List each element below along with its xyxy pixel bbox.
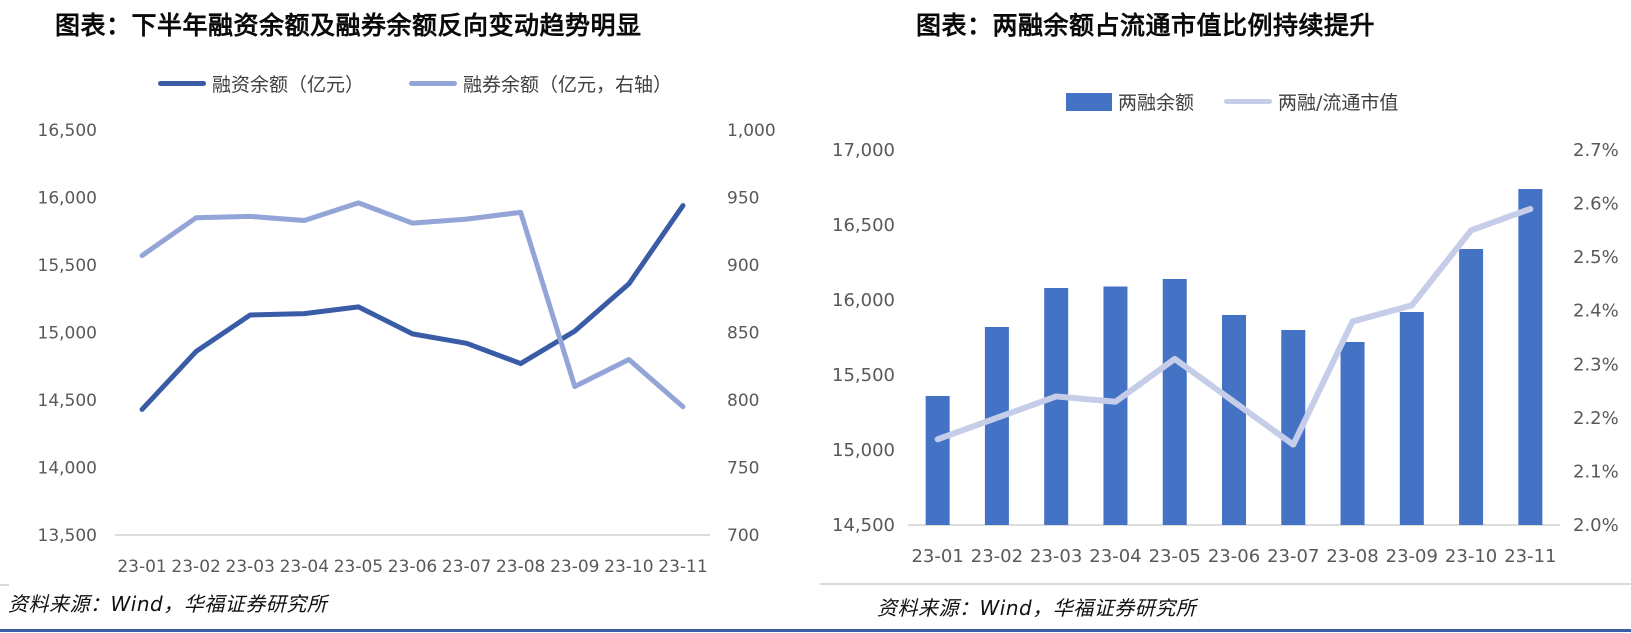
chart-panel-margin-ratio: 图表：两融余额占流通市值比例持续提升 两融余额 两融/流通市值 17,000 16… [816,0,1631,633]
y2-axis-tick-label: 750 [727,459,759,479]
legend-label: 两融/流通市值 [1278,92,1399,114]
bar [1162,279,1187,525]
x-axis-tick-label: 23-10 [604,557,653,577]
y-axis-tick-label: 16,000 [832,290,895,311]
bar [925,396,950,525]
y-axis-tick-label: 16,500 [38,121,97,141]
y-axis-tick-label: 14,000 [38,459,97,479]
x-axis-tick-label: 23-04 [280,557,329,577]
series-line-1 [139,200,686,410]
legend-bar-swatch [1066,92,1112,111]
source-note: 资料来源：Wind，华福证券研究所 [8,592,328,616]
x-axis-tick-label: 23-09 [550,557,599,577]
bar [984,327,1009,525]
y2-axis-tick-label: 2.6% [1573,194,1619,215]
legend-item: 融券余额（亿元，右轴） [409,70,672,97]
x-axis-tick-label: 23-10 [1445,546,1497,567]
y-axis-tick-label: 13,500 [38,526,97,546]
bar [1340,342,1365,525]
y2-axis-tick-label: 800 [727,391,759,411]
y-axis-tick-label: 14,500 [38,391,97,411]
x-axis-tick-label: 23-07 [442,557,491,577]
left-axis-labels: 17,000 16,500 16,000 15,500 15,000 14,500 [832,140,895,536]
y-axis-tick-label: 15,000 [38,324,97,344]
x-axis-tick-label: 23-05 [334,557,383,577]
y-axis-tick-label: 16,000 [38,189,97,209]
y-axis-tick-label: 15,000 [832,440,895,461]
dual-axis-line-chart: 16,500 16,000 15,500 15,000 14,500 14,000 13,5… [38,121,776,577]
right-axis-labels: 2.7% 2.6% 2.5% 2.4% 2.3% 2.2% 2.1% 2.0% [1573,140,1619,536]
legend-label: 两融余额 [1118,92,1195,114]
x-axis-tick-label: 23-02 [171,557,220,577]
divider-line [820,583,1631,585]
y2-axis-tick-label: 950 [727,189,759,209]
y-axis-tick-label: 15,500 [832,365,895,386]
legend-line-swatch [409,81,458,86]
y2-axis-tick-label: 700 [727,526,759,546]
x-axis-tick-label: 23-03 [226,557,275,577]
bar [1044,288,1069,525]
legend-item: 融资余额（亿元） [158,70,364,97]
legend: 两融余额 两融/流通市值 [1066,88,1398,115]
x-axis-tick-label: 23-11 [658,557,707,577]
x-axis-tick-label: 23-06 [1208,546,1260,567]
legend-item: 两融余额 [1066,88,1194,115]
x-axis-tick-label: 23-01 [117,557,166,577]
y-axis-tick-label: 16,500 [832,215,895,236]
source-note: 资料来源：Wind，华福证券研究所 [877,596,1197,620]
legend: 融资余额（亿元） 融券余额（亿元，右轴） [158,70,672,97]
x-axis-labels: 23-01 23-02 23-03 23-04 23-05 23-06 23-07 23-08… [117,557,707,577]
y-axis-tick-label: 17,000 [832,140,895,161]
y2-axis-tick-label: 2.5% [1573,247,1619,268]
chart-title: 图表：下半年融资余额及融券余额反向变动趋势明显 [55,11,642,40]
y2-axis-tick-label: 2.7% [1573,140,1619,161]
legend-label: 融资余额（亿元） [212,74,365,96]
legend-label: 融券余额（亿元，右轴） [463,74,673,96]
legend-item: 两融/流通市值 [1224,88,1398,115]
y2-axis-tick-label: 2.1% [1573,461,1619,482]
series-bars-0 [925,189,1543,525]
legend-line-swatch [1224,99,1273,104]
y-axis-tick-label: 15,500 [38,256,97,276]
y2-axis-tick-label: 2.2% [1573,408,1619,429]
series-line-1 [934,205,1534,448]
bar [1459,249,1484,525]
x-axis-tick-label: 23-02 [971,546,1023,567]
y2-axis-tick-label: 850 [727,324,759,344]
x-axis-tick-label: 23-01 [911,546,963,567]
y2-axis-tick-label: 900 [727,256,759,276]
left-axis-labels: 16,500 16,000 15,500 15,000 14,500 14,000 13,5… [38,121,97,546]
page-bottom-border [0,629,1631,632]
bar [1222,315,1246,525]
x-axis-labels: 23-01 23-02 23-03 23-04 23-05 23-06 23-07 23-08… [911,546,1556,567]
divider-line [0,584,9,586]
x-axis-tick-label: 23-05 [1149,546,1201,567]
right-axis-labels: 1,000 950 900 850 800 750 700 [727,121,776,546]
chart-title: 图表：两融余额占流通市值比例持续提升 [916,11,1376,40]
series-line-0 [139,203,686,412]
x-axis-tick-label: 23-08 [496,557,545,577]
bar [1399,312,1424,525]
y2-axis-tick-label: 2.0% [1573,515,1619,536]
bar-line-combo-chart: 17,000 16,500 16,000 15,500 15,000 14,500 2.7%… [832,140,1619,567]
x-axis-tick-label: 23-06 [388,557,437,577]
y2-axis-tick-label: 2.3% [1573,354,1619,375]
bar [1518,189,1543,525]
y2-axis-tick-label: 2.4% [1573,301,1619,322]
y2-axis-tick-label: 1,000 [727,121,776,141]
x-axis-tick-label: 23-11 [1504,546,1556,567]
legend-line-swatch [158,81,206,86]
y-axis-tick-label: 14,500 [832,515,895,536]
x-axis-tick-label: 23-08 [1326,546,1378,567]
bar [1103,286,1128,525]
x-axis-tick-label: 23-03 [1030,546,1082,567]
x-axis-tick-label: 23-07 [1267,546,1319,567]
x-axis-tick-label: 23-04 [1089,546,1141,567]
chart-panel-financing-balance: 图表：下半年融资余额及融券余额反向变动趋势明显 融资余额（亿元） 融券余额（亿元… [0,11,776,616]
x-axis-tick-label: 23-09 [1386,546,1438,567]
